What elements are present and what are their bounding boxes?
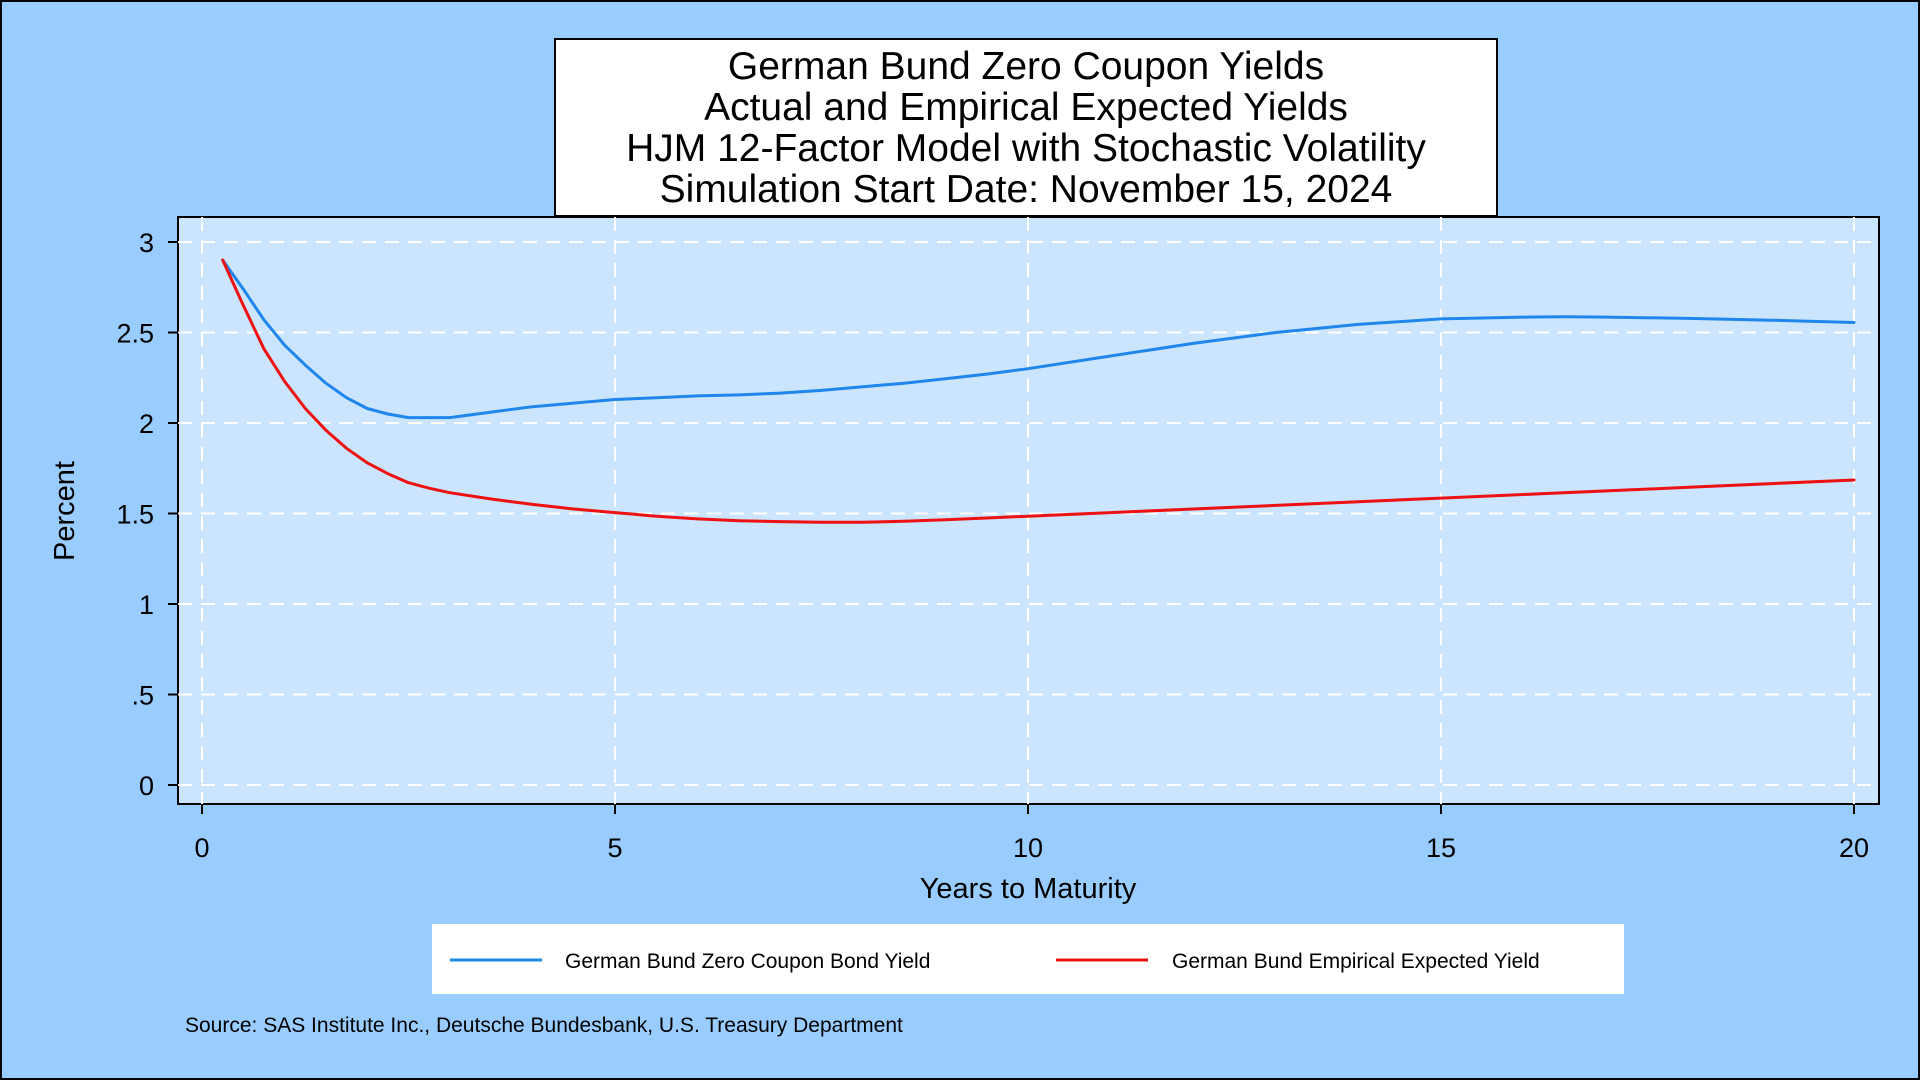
axes: 0 .5 1 1.5 2 2.5 3 0 5 10 15 20 (116, 228, 1869, 863)
y-tick-label: 1.5 (116, 500, 154, 530)
x-tick-label: 10 (1013, 833, 1043, 863)
legend-label-actual: German Bund Zero Coupon Bond Yield (565, 950, 930, 973)
x-tick-label: 5 (607, 833, 622, 863)
y-tick-label: 1 (139, 590, 154, 620)
x-axis-title: Years to Maturity (920, 873, 1137, 905)
title-box: German Bund Zero Coupon Yields Actual an… (554, 38, 1498, 217)
series-line-actual (221, 258, 1856, 420)
legend: German Bund Zero Coupon Bond Yield Germa… (432, 924, 1624, 994)
x-tick-label: 15 (1426, 833, 1456, 863)
chart-title-line-2: Actual and Empirical Expected Yields (704, 86, 1348, 129)
x-tick-label: 20 (1839, 833, 1869, 863)
legend-label-expected: German Bund Empirical Expected Yield (1172, 950, 1540, 973)
grid (178, 217, 1879, 804)
series (221, 258, 1856, 524)
chart-title-line-3: HJM 12-Factor Model with Stochastic Vola… (626, 127, 1426, 170)
x-tick-label: 0 (194, 833, 209, 863)
y-tick-label: 3 (139, 228, 154, 258)
source-note: Source: SAS Institute Inc., Deutsche Bun… (185, 1014, 903, 1037)
plot-area (177, 216, 1880, 805)
series-line-expected (221, 258, 1856, 524)
y-axis-title: Percent (49, 461, 81, 561)
y-tick-label: 2.5 (116, 319, 154, 349)
y-tick-label: 0 (139, 771, 154, 801)
chart-title-line-1: German Bund Zero Coupon Yields (728, 45, 1324, 88)
y-tick-label: 2 (139, 409, 154, 439)
chart-title-line-4: Simulation Start Date: November 15, 2024 (660, 168, 1393, 211)
y-tick-label: .5 (131, 681, 154, 711)
